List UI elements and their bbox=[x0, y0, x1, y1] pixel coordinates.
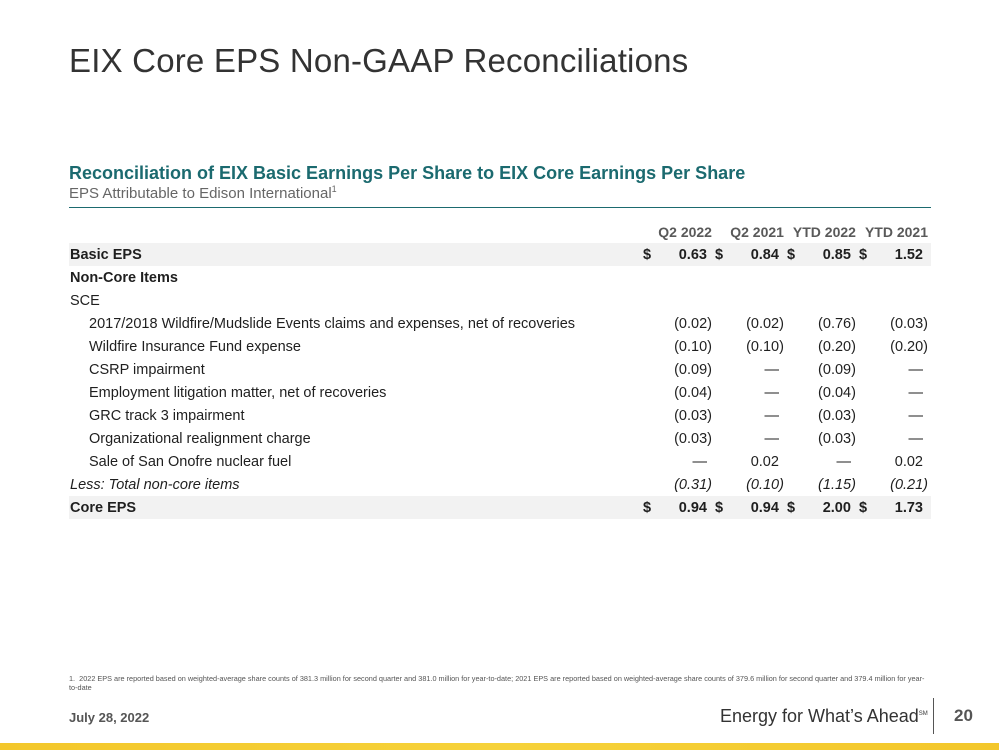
cell-value: (0.10) bbox=[746, 476, 784, 493]
column-header: Q2 2022 bbox=[658, 224, 712, 240]
cell-value: 0.94 bbox=[731, 496, 787, 519]
cell-value: (0.09) bbox=[818, 361, 856, 378]
cell-value: 0.84 bbox=[731, 243, 787, 266]
table-row: 2017/2018 Wildfire/Mudslide Events claim… bbox=[69, 312, 931, 335]
row-label: Core EPS bbox=[69, 496, 643, 519]
cell-value: — bbox=[764, 384, 779, 401]
table-row: Wildfire Insurance Fund expense (0.10) (… bbox=[69, 335, 931, 358]
cell-value: — bbox=[764, 361, 779, 378]
column-header: YTD 2021 bbox=[864, 224, 928, 240]
table-row: Employment litigation matter, net of rec… bbox=[69, 381, 931, 404]
section-title: Reconciliation of EIX Basic Earnings Per… bbox=[69, 163, 746, 183]
column-header: Q2 2021 bbox=[730, 224, 784, 240]
cell-value: 0.02 bbox=[750, 453, 779, 470]
empty-cell bbox=[643, 266, 931, 289]
row-label: Wildfire Insurance Fund expense bbox=[89, 338, 301, 355]
cell-value: — bbox=[764, 407, 779, 424]
table-header-row: Q2 2022 Q2 2021 YTD 2022 YTD 2021 bbox=[69, 221, 931, 243]
section-subtitle-text: EPS Attributable to Edison International bbox=[69, 185, 332, 202]
cell-value: — bbox=[908, 407, 924, 424]
section-subtitle: EPS Attributable to Edison International… bbox=[69, 184, 931, 206]
currency-symbol: $ bbox=[642, 243, 660, 266]
row-label: Employment litigation matter, net of rec… bbox=[89, 384, 387, 401]
basic-eps-row: Basic EPS $ 0.63 $ 0.84 $ 0.85 $1.52 bbox=[69, 243, 931, 266]
cell-value: 0.63 bbox=[659, 243, 715, 266]
cell-value: — bbox=[908, 430, 924, 447]
currency-symbol: $ bbox=[786, 496, 804, 519]
currency-symbol: $ bbox=[714, 496, 732, 519]
row-label: Sale of San Onofre nuclear fuel bbox=[89, 453, 292, 470]
core-eps-row: Core EPS $ 0.94 $ 0.94 $ 2.00 $1.73 bbox=[69, 496, 931, 519]
row-label: SCE bbox=[70, 292, 100, 309]
cell-value: (0.09) bbox=[674, 361, 712, 378]
eps-reconciliation-table: Q2 2022 Q2 2021 YTD 2022 YTD 2021 Basic … bbox=[69, 221, 931, 519]
empty-cell bbox=[643, 289, 931, 312]
row-label: Organizational realignment charge bbox=[89, 430, 311, 447]
cell-number: 1.73 bbox=[894, 499, 923, 516]
cell-value: (0.10) bbox=[674, 338, 712, 355]
currency-symbol: $ bbox=[642, 496, 660, 519]
row-label: 2017/2018 Wildfire/Mudslide Events claim… bbox=[89, 315, 576, 332]
cell-value: (0.02) bbox=[674, 315, 712, 332]
cell-value: — bbox=[764, 430, 779, 447]
cell-value: — bbox=[908, 361, 924, 378]
currency-symbol: $ bbox=[786, 243, 804, 266]
cell-value: 2.00 bbox=[803, 496, 859, 519]
footer-divider bbox=[933, 698, 934, 734]
cell-value: — bbox=[836, 453, 851, 470]
row-label: Basic EPS bbox=[69, 243, 643, 266]
cell-value: (0.20) bbox=[890, 338, 928, 355]
cell-value: (1.15) bbox=[818, 476, 856, 493]
cell-value: — bbox=[692, 453, 707, 470]
tagline-text: Energy for What’s Ahead bbox=[720, 706, 919, 726]
table-row: CSRP impairment (0.09) — (0.09) — bbox=[69, 358, 931, 381]
cell-value: (0.76) bbox=[818, 315, 856, 332]
non-core-items-row: Non-Core Items bbox=[69, 266, 931, 289]
header-blank bbox=[69, 221, 643, 243]
slide-date: July 28, 2022 bbox=[69, 710, 150, 725]
cell-value: 0.02 bbox=[894, 453, 923, 470]
row-label: Non-Core Items bbox=[70, 269, 178, 286]
footnote-marker: 1 bbox=[331, 184, 337, 194]
footnote: 1. 2022 EPS are reported based on weight… bbox=[69, 674, 925, 692]
cell-value: (0.02) bbox=[746, 315, 784, 332]
currency-symbol: $ bbox=[858, 499, 868, 516]
cell-value: (0.03) bbox=[890, 315, 928, 332]
cell-value: (0.21) bbox=[890, 476, 928, 493]
cell-value: (0.03) bbox=[674, 430, 712, 447]
currency-symbol: $ bbox=[714, 243, 732, 266]
cell-value: $1.73 bbox=[858, 496, 931, 519]
cell-value: 0.94 bbox=[659, 496, 715, 519]
cell-value: (0.03) bbox=[674, 407, 712, 424]
reconciliation-section: Reconciliation of EIX Basic Earnings Per… bbox=[69, 162, 931, 206]
cell-value: $1.52 bbox=[858, 243, 931, 266]
bottom-accent-bar bbox=[0, 743, 999, 750]
cell-value: (0.04) bbox=[818, 384, 856, 401]
currency-symbol: $ bbox=[858, 246, 868, 263]
cell-value: (0.04) bbox=[674, 384, 712, 401]
cell-value: (0.03) bbox=[818, 430, 856, 447]
column-header: YTD 2022 bbox=[792, 224, 856, 240]
page-number: 20 bbox=[954, 706, 973, 725]
row-label: GRC track 3 impairment bbox=[89, 407, 245, 424]
table-row: Sale of San Onofre nuclear fuel — 0.02 —… bbox=[69, 450, 931, 473]
section-divider bbox=[69, 207, 931, 208]
service-mark: SM bbox=[918, 711, 928, 717]
cell-value: (0.20) bbox=[818, 338, 856, 355]
cell-value: (0.03) bbox=[818, 407, 856, 424]
cell-value: (0.10) bbox=[746, 338, 784, 355]
tagline: Energy for What’s AheadSM bbox=[720, 706, 928, 727]
slide-title: EIX Core EPS Non-GAAP Reconciliations bbox=[69, 42, 689, 79]
row-label: CSRP impairment bbox=[89, 361, 205, 378]
total-non-core-row: Less: Total non-core items (0.31) (0.10)… bbox=[69, 473, 931, 496]
cell-value: (0.31) bbox=[674, 476, 712, 493]
cell-value: — bbox=[908, 384, 924, 401]
cell-value: 0.85 bbox=[803, 243, 859, 266]
table-row: Organizational realignment charge (0.03)… bbox=[69, 427, 931, 450]
cell-number: 1.52 bbox=[894, 246, 923, 263]
sce-row: SCE bbox=[69, 289, 931, 312]
row-label: Less: Total non-core items bbox=[70, 476, 240, 493]
table-row: GRC track 3 impairment (0.03) — (0.03) — bbox=[69, 404, 931, 427]
